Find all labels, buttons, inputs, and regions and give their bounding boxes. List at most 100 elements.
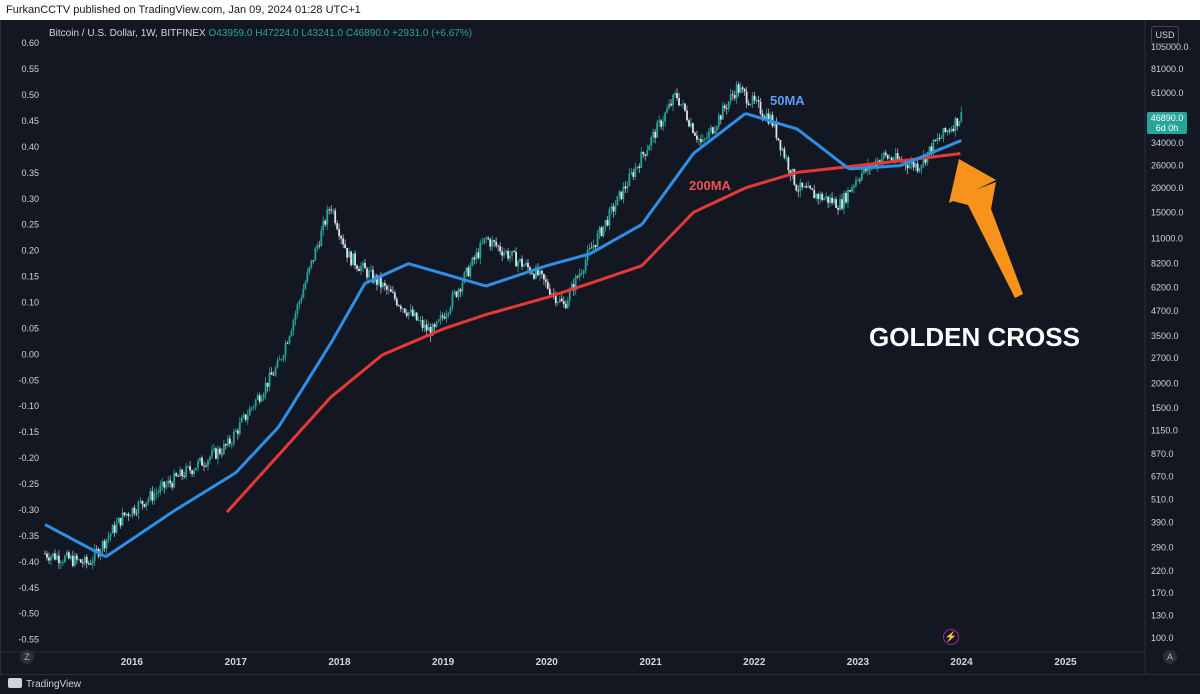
candle-body	[862, 167, 865, 173]
candle-body	[246, 415, 249, 420]
candle-body	[197, 461, 199, 468]
candle-body	[300, 297, 303, 302]
candle-body	[445, 314, 448, 319]
moving-averages	[44, 112, 962, 558]
candle-body	[183, 475, 186, 477]
candle-body	[515, 251, 517, 267]
candle-body	[232, 431, 235, 444]
candle-body	[860, 172, 863, 180]
right-axis-tick: 220.0	[1151, 566, 1174, 576]
lightning-icon[interactable]: ⚡	[943, 629, 959, 645]
candle-body	[129, 515, 132, 517]
candle-body	[781, 148, 784, 151]
candle-body	[604, 219, 607, 227]
candle-body	[558, 298, 561, 302]
candle-body	[308, 266, 311, 273]
candle-body	[169, 480, 172, 484]
candle-body	[81, 562, 84, 564]
candle-body	[495, 241, 498, 246]
candle-body	[940, 137, 943, 139]
candle-body	[125, 513, 128, 516]
candle-body	[680, 104, 682, 106]
candle-body	[853, 185, 855, 188]
candle-body	[562, 301, 565, 304]
candle-body	[634, 167, 637, 177]
candle-body	[264, 382, 267, 395]
candle-body	[381, 283, 384, 288]
candle-body	[433, 324, 436, 327]
candle-body	[352, 253, 354, 266]
candle-body	[884, 152, 887, 155]
candle-body	[330, 209, 333, 211]
candle-body	[209, 456, 211, 461]
candle-body	[767, 113, 770, 124]
candle-body	[709, 127, 712, 132]
left-axis-tick: 0.35	[21, 168, 39, 178]
tradingview-logo-icon	[8, 678, 22, 688]
candle-body	[753, 95, 756, 101]
candle-body	[360, 266, 362, 272]
candle-body	[85, 556, 88, 564]
candle-body	[809, 185, 812, 189]
candle-body	[517, 261, 519, 267]
candle-body	[815, 193, 818, 199]
time-axis[interactable]: 2016 2017 2018 2019 2020 2021 2022 2023 2024 2025	[1, 651, 1145, 668]
candle-body	[825, 196, 828, 199]
candle-body	[537, 267, 539, 276]
candle-body	[612, 206, 615, 212]
candle-body	[222, 443, 225, 454]
candle-body	[175, 473, 178, 476]
candle-body	[942, 128, 945, 138]
candle-body	[403, 308, 406, 313]
left-axis-tick: 0.30	[21, 194, 39, 204]
candle-body	[167, 480, 170, 485]
candle-body	[898, 158, 901, 160]
candle-body	[501, 251, 504, 256]
candle-body	[795, 184, 798, 191]
candle-body	[894, 153, 897, 161]
z-button[interactable]: Z	[20, 650, 34, 664]
auto-scale-button[interactable]: A	[1163, 650, 1177, 664]
right-axis-tick: 2000.0	[1151, 378, 1179, 388]
candle-body	[773, 122, 776, 127]
candle-body	[242, 414, 245, 418]
candle-body	[527, 262, 529, 268]
candle-body	[622, 186, 625, 200]
candle-body	[294, 313, 297, 321]
tradingview-logo[interactable]: TradingView	[8, 678, 81, 690]
candle-body	[248, 408, 251, 416]
candle-body	[284, 343, 287, 356]
candle-body	[171, 483, 174, 488]
left-axis-tick: 0.50	[21, 90, 39, 100]
candle-body	[779, 139, 782, 151]
candle-body	[423, 324, 426, 328]
candle-body	[566, 300, 569, 309]
candle-body	[219, 448, 221, 454]
candle-body	[544, 279, 547, 282]
candle-body	[626, 186, 629, 189]
candle-body	[596, 233, 599, 247]
golden-cross-arrow	[949, 182, 1023, 298]
legend-change: +2931.0 (+6.67%)	[392, 28, 473, 39]
right-axis[interactable]: 105000.0 81000.0 61000.0 34000.0 26000.0 2000…	[1144, 20, 1189, 674]
candle-body	[582, 270, 585, 274]
candle-body	[535, 267, 537, 279]
candle-body	[509, 255, 511, 259]
candle-body	[944, 128, 947, 132]
candle-body	[201, 457, 203, 466]
candle-body	[513, 251, 515, 252]
candle-body	[411, 309, 414, 317]
candle-body	[288, 336, 291, 344]
candle-body	[684, 103, 686, 111]
right-axis-tick: 130.0	[1151, 611, 1174, 621]
price-chart[interactable]: 0.60 0.55 0.50 0.45 0.40 0.35 0.30 0.25 0.20 0.15…	[1, 20, 1200, 674]
candle-body	[638, 166, 641, 168]
candle-body	[344, 244, 347, 248]
candle-body	[179, 469, 182, 477]
left-axis-tick: -0.30	[18, 505, 39, 515]
candle-body	[318, 245, 321, 247]
candle-body	[550, 293, 553, 295]
candle-body	[851, 187, 853, 192]
currency-button[interactable]: USD	[1151, 26, 1179, 44]
candle-body	[799, 182, 802, 192]
